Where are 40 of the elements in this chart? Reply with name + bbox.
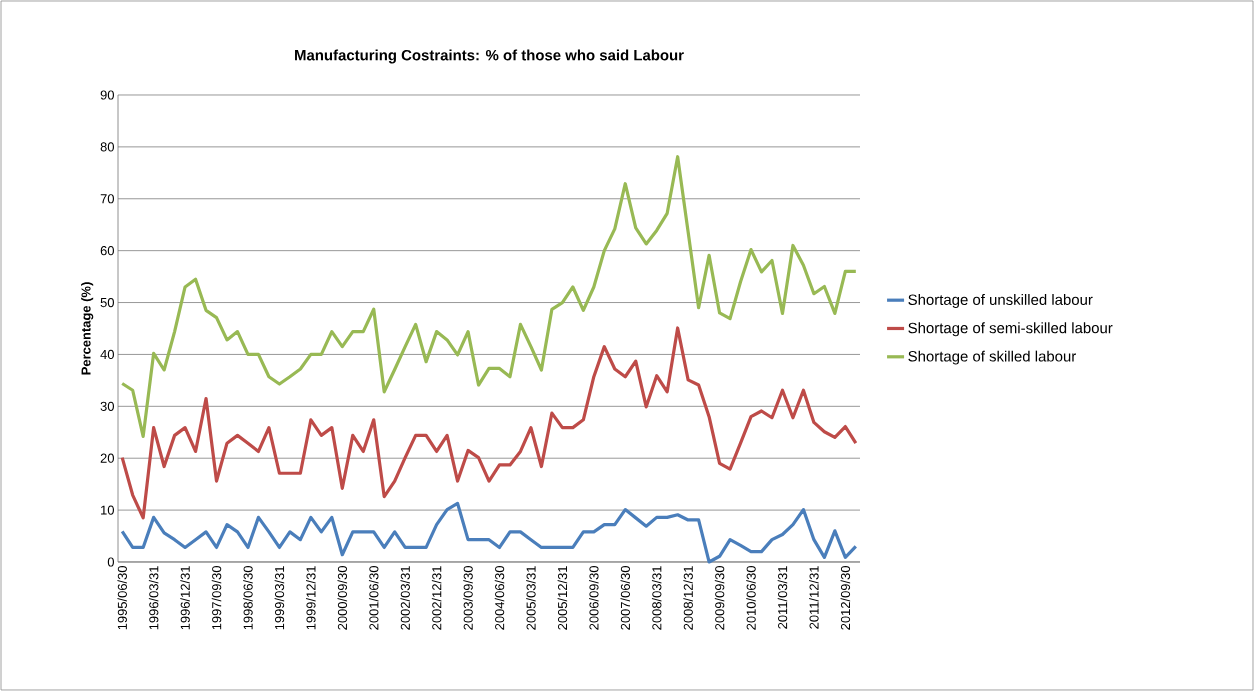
y-tick-label: 20 — [100, 453, 114, 463]
x-tick-label: 1999/03/31 — [274, 566, 285, 630]
x-tick-label: 1999/12/31 — [306, 566, 316, 630]
x-tick-label: 2005/03/31 — [526, 566, 536, 630]
x-tick-label: 2003/09/30 — [463, 566, 473, 630]
x-tick-label: 2010/06/30 — [746, 566, 756, 630]
x-tick-label: 2004/06/30 — [494, 566, 505, 630]
x-tick-label: 1998/06/30 — [243, 566, 253, 630]
y-tick-label: 10 — [101, 505, 114, 515]
y-tick-label: 0 — [107, 557, 114, 567]
y-tick-label: 90 — [100, 90, 114, 100]
y-tick-label: 70 — [100, 194, 114, 204]
x-tick-label: 1996/03/31 — [148, 566, 159, 630]
legend-label: Shortage of skilled labour — [908, 350, 1076, 365]
y-axis-title: Percentage (%) — [81, 282, 94, 375]
x-tick-label: 2002/12/31 — [431, 566, 442, 630]
x-tick-label: 2009/09/30 — [714, 566, 725, 630]
legend-label: Shortage of semi-skilled labour — [908, 322, 1113, 337]
x-tick-label: 1997/09/30 — [211, 566, 222, 630]
x-tick-label: 2011/12/31 — [809, 566, 819, 629]
x-tick-label: 2002/03/31 — [400, 566, 410, 630]
x-tick-label: 2007/06/30 — [620, 566, 631, 630]
x-tick-label: 2001/06/30 — [368, 566, 379, 630]
legend-label: Shortage of unskilled labour — [908, 294, 1093, 308]
chart-title: Manufacturing Costraints: % of those who said Labour — [295, 49, 684, 64]
x-tick-label: 2012/09/30 — [840, 566, 851, 630]
line-series — [120, 155, 858, 439]
x-tick-label: 2011/03/31 — [777, 566, 788, 629]
x-tick-label: 2008/03/31 — [651, 566, 662, 630]
y-tick-label: 60 — [100, 246, 114, 256]
x-tick-label: 2005/12/31 — [557, 566, 568, 630]
x-tick-label: 2008/12/31 — [683, 566, 693, 630]
x-tick-label: 1996/12/31 — [180, 566, 190, 630]
y-tick-label: 30 — [100, 401, 114, 411]
y-tick-label: 80 — [100, 142, 114, 152]
x-tick-label: 2000/09/30 — [337, 566, 348, 630]
y-tick-label: 40 — [100, 349, 114, 360]
x-tick-label: 1995/06/30 — [117, 566, 127, 630]
x-tick-label: 2006/09/30 — [589, 566, 599, 630]
y-tick-label: 50 — [100, 297, 114, 308]
